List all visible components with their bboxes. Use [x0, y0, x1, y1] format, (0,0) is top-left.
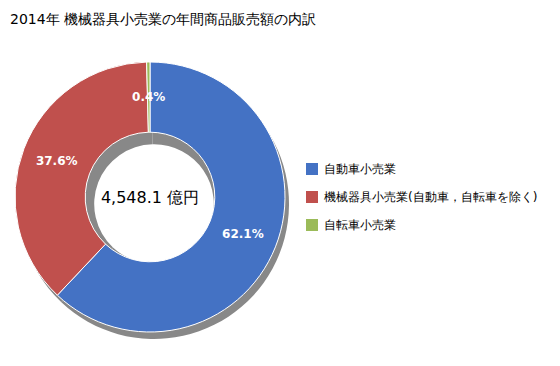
html-text:2014年 機械器具小売業の年間商品販売額の内訳: 2014年 機械器具小売業の年間商品販売額の内訳 [10, 11, 317, 27]
svg-text:0.4%: 0.4% [132, 90, 165, 104]
svg-text:62.1%: 62.1% [222, 227, 264, 241]
svg-text:4,548.1 億円: 4,548.1 億円 [101, 188, 199, 207]
html-text:自動車小売業: 自動車小売業 [324, 162, 396, 176]
html-text:自転車小売業: 自転車小売業 [324, 218, 396, 232]
html-text:機械器具小売業(自動車，自転車を除く): 機械器具小売業(自動車，自転車を除く) [324, 190, 538, 204]
svg-text:37.6%: 37.6% [36, 154, 78, 168]
